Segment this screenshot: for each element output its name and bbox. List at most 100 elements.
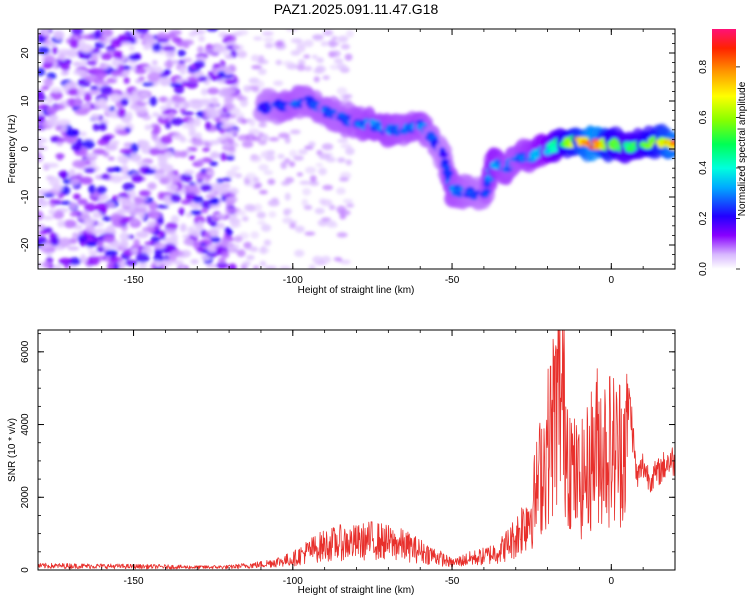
- heatmap-cell: [193, 195, 204, 204]
- heatmap-cell: [95, 70, 107, 79]
- heatmap-cell: [83, 92, 92, 102]
- heatmap-cell: [69, 38, 79, 48]
- heatmap-cell: [322, 184, 334, 191]
- y-tick-label: 10: [20, 95, 31, 107]
- heatmap-cell: [166, 222, 178, 230]
- heatmap-cell: [288, 161, 296, 168]
- heatmap-cell: [264, 265, 273, 269]
- heatmap-cell: [226, 195, 238, 203]
- heatmap-cell: [59, 200, 72, 206]
- heatmap-cell: [138, 190, 151, 197]
- heatmap-cell: [106, 167, 116, 173]
- heatmap-cell: [38, 210, 44, 221]
- heatmap-cell: [72, 232, 79, 239]
- heatmap-cell: [81, 34, 96, 40]
- heatmap-cell: [73, 193, 81, 200]
- heatmap-cell: [343, 94, 353, 99]
- heatmap-cell: [119, 148, 134, 155]
- heatmap-cell: [245, 133, 256, 142]
- heatmap-cell: [113, 167, 123, 173]
- heatmap-cell: [223, 102, 234, 109]
- heatmap-cell: [244, 203, 256, 212]
- heatmap-cell: [227, 242, 235, 248]
- y-tick-label: 20: [20, 47, 31, 59]
- heatmap-cell: [337, 63, 347, 71]
- heatmap-cell: [63, 58, 72, 66]
- heatmap-cell: [231, 223, 242, 228]
- y-tick-label: 2000: [20, 486, 31, 509]
- heatmap-cell: [96, 185, 107, 195]
- heatmap-cell: [163, 60, 174, 69]
- heatmap-cell: [250, 231, 260, 239]
- colorbar-tick-label: 0.8: [698, 60, 709, 74]
- heatmap-cell: [69, 177, 80, 186]
- heatmap-cell: [296, 44, 306, 53]
- heatmap-cell: [87, 255, 100, 266]
- heatmap-cell: [183, 41, 190, 49]
- heatmap-cell: [38, 235, 47, 245]
- heatmap-cell: [85, 60, 97, 65]
- heatmap-cell: [166, 171, 176, 180]
- heatmap-cell: [96, 80, 110, 86]
- heatmap-cell: [170, 233, 179, 242]
- heatmap-cell: [285, 208, 293, 215]
- heatmap-cell: [82, 102, 91, 109]
- heatmap-cell: [315, 162, 324, 167]
- heatmap-cell: [138, 76, 145, 81]
- heatmap-cell: [135, 29, 149, 34]
- heatmap-cell: [202, 147, 211, 152]
- heatmap-cell: [345, 159, 353, 166]
- heatmap-cell: [225, 155, 235, 161]
- heatmap-cell: [322, 75, 330, 80]
- heatmap-cell: [173, 150, 181, 158]
- heatmap-cell: [90, 113, 100, 122]
- heatmap-cell: [88, 249, 98, 256]
- heatmap-cell: [313, 76, 320, 83]
- heatmap-cell: [135, 252, 150, 263]
- heatmap-cell: [200, 88, 208, 96]
- heatmap-cell: [47, 119, 60, 127]
- heatmap-cell: [277, 153, 285, 159]
- heatmap-cell: [205, 194, 216, 199]
- heatmap-cell: [242, 260, 251, 267]
- heatmap-cell: [120, 165, 129, 175]
- heatmap-cell: [257, 220, 266, 226]
- heatmap-cell: [232, 107, 241, 116]
- heatmap-cell: [196, 110, 205, 118]
- heatmap-cell: [153, 242, 167, 250]
- heatmap-cell: [102, 233, 116, 243]
- heatmap-cell: [38, 114, 46, 124]
- heatmap-cell: [206, 29, 219, 32]
- heatmap-cell: [218, 65, 228, 71]
- heatmap-cell: [344, 53, 353, 61]
- heatmap-cell: [101, 216, 113, 222]
- heatmap-cell: [109, 92, 121, 103]
- heatmap-cell: [256, 211, 266, 219]
- heatmap-cell: [225, 121, 237, 126]
- heatmap-cell: [158, 157, 168, 166]
- heatmap-cell: [241, 216, 249, 222]
- heatmap-cell: [304, 166, 317, 174]
- heatmap-cell: [258, 122, 267, 128]
- heatmap-cell: [250, 54, 260, 62]
- heatmap-cell: [339, 259, 351, 265]
- heatmap-cell: [179, 223, 187, 233]
- heatmap-cell: [278, 132, 290, 139]
- heatmap-cell: [42, 261, 51, 269]
- heatmap-cell: [53, 30, 65, 41]
- heatmap-cell: [71, 29, 84, 36]
- figure-title: PAZ1.2025.091.11.47.G18: [274, 1, 439, 17]
- heatmap-cell: [241, 118, 248, 125]
- heatmap-cell: [139, 91, 150, 98]
- heatmap-cell: [284, 192, 291, 201]
- heatmap-cell: [198, 35, 206, 43]
- heatmap-cell: [188, 131, 198, 138]
- heatmap-cell: [42, 215, 54, 221]
- heatmap-cell: [207, 71, 215, 78]
- heatmap-cell: [284, 136, 291, 144]
- heatmap-cell: [262, 133, 269, 142]
- heatmap-cell: [69, 211, 79, 217]
- heatmap-cell: [261, 224, 272, 232]
- heatmap-cell: [309, 175, 317, 183]
- heatmap-cell: [232, 44, 244, 51]
